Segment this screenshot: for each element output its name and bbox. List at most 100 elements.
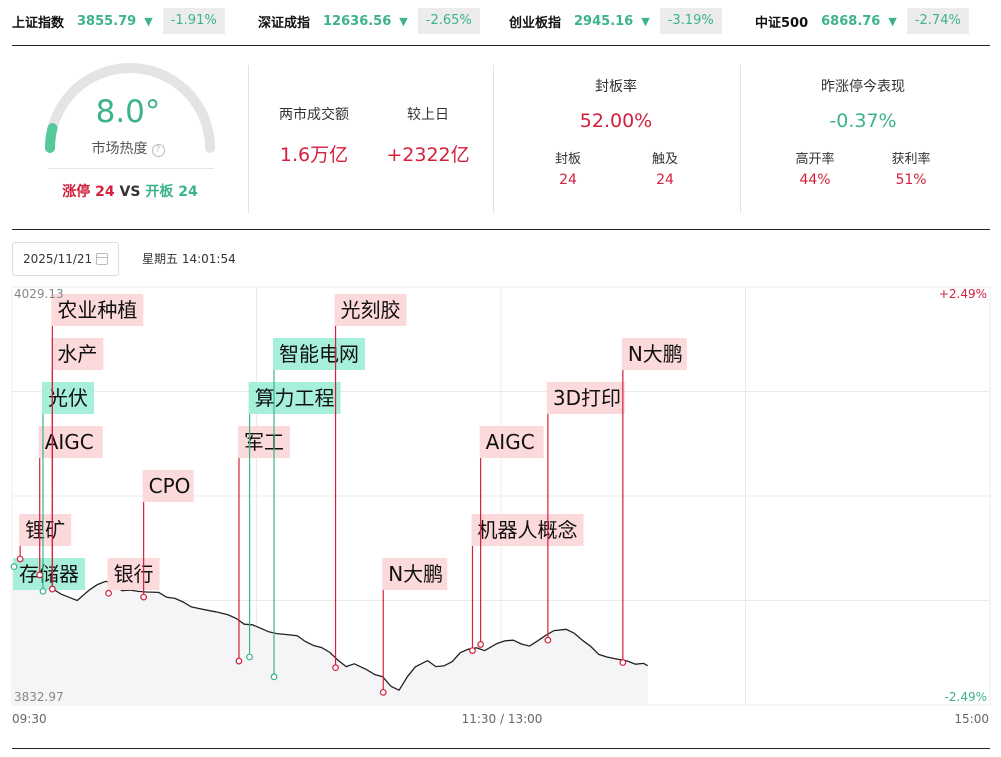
sector-tag-point: [619, 659, 627, 666]
sector-tag[interactable]: 算力工程: [246, 382, 341, 661]
sector-tag-point: [477, 641, 485, 648]
sector-tag-point: [105, 589, 112, 597]
sector-tag-box: [237, 426, 290, 458]
sector-tag[interactable]: CPO: [140, 470, 194, 601]
limit-summary: 涨停 24 VS 开板 24: [30, 181, 230, 201]
sector-tag-label: 军工: [244, 430, 284, 454]
date-picker[interactable]: 2025/11/21: [12, 242, 119, 276]
index-name: 深证成指: [258, 15, 311, 31]
sector-tag-label: AIGC: [486, 430, 535, 454]
gauge-divider: [48, 168, 214, 169]
sector-tag-box: [51, 294, 144, 326]
gauge-track: [45, 63, 215, 153]
sector-tag-box: [142, 470, 194, 502]
index-item-cyb[interactable]: 创业板指 2945.16 ▼ -3.19%: [509, 8, 722, 34]
sector-tag-label: N大鹏: [628, 342, 683, 366]
sector-tag-label: 存储器: [19, 562, 79, 586]
yesterday-label: 昨涨停今表现: [821, 79, 905, 95]
open-board-label: 开板: [145, 184, 174, 200]
sector-tag-box: [479, 426, 544, 458]
weekday-time: 星期五 14:01:54: [142, 252, 236, 266]
index-item-sz[interactable]: 深证成指 12636.56 ▼ -2.65%: [258, 8, 480, 34]
index-change: -1.91%: [162, 8, 225, 34]
heat-label-text: 市场热度: [91, 141, 148, 157]
sector-tag[interactable]: AIGC: [477, 426, 544, 648]
touched-label: 触及: [651, 152, 678, 167]
sector-tag-point: [246, 653, 253, 661]
panel-separator: [248, 65, 249, 213]
index-change: -3.19%: [659, 8, 722, 34]
index-value: 3855.79: [77, 13, 137, 29]
sector-tag-box: [13, 558, 86, 590]
seal-rate-label: 封板率: [595, 79, 637, 95]
panel-separator: [493, 65, 494, 213]
sector-tag-label: 农业种植: [57, 298, 137, 322]
date-value: 2025/11/21: [23, 252, 93, 266]
open-board-count: 24: [178, 184, 198, 200]
help-icon[interactable]: ?: [151, 144, 165, 157]
index-change: -2.65%: [417, 8, 480, 34]
index-item-zz500[interactable]: 中证500 6868.76 ▼ -2.74%: [755, 8, 969, 34]
sector-tag[interactable]: 光刻胶: [332, 294, 407, 672]
sector-tag[interactable]: 银行: [105, 558, 160, 597]
sector-tag[interactable]: 水产: [48, 338, 104, 593]
sector-tags: 存储器锂矿AIGC光伏水产农业种植银行CPO军工算力工程智能电网光刻胶N大鹏机器…: [10, 294, 687, 696]
calendar-icon: [96, 253, 108, 265]
sealed-value: 24: [559, 172, 577, 188]
sector-tag[interactable]: 3D打印: [544, 382, 625, 644]
index-name: 创业板指: [509, 15, 562, 31]
sector-tag-box: [107, 558, 160, 590]
divider: [12, 229, 990, 230]
sector-tag[interactable]: N大鹏: [379, 558, 448, 696]
index-item-sh[interactable]: 上证指数 3855.79 ▼ -1.91%: [12, 8, 225, 34]
sector-tag[interactable]: 锂矿: [16, 514, 72, 563]
divider: [12, 748, 990, 749]
open-high-label: 高开率: [795, 152, 835, 167]
intraday-chart[interactable]: 存储器锂矿AIGC光伏水产农业种植银行CPO军工算力工程智能电网光刻胶N大鹏机器…: [0, 285, 1001, 727]
y-max-label: 4029.13: [14, 287, 64, 301]
seal-rate-value: 52.00%: [579, 110, 653, 132]
sector-tag[interactable]: 机器人概念: [469, 514, 584, 654]
index-value: 6868.76: [821, 13, 881, 29]
sector-tag[interactable]: 军工: [235, 426, 290, 665]
index-name: 上证指数: [12, 15, 65, 31]
sector-tag-label: CPO: [149, 474, 191, 498]
sector-tag-label: 智能电网: [279, 342, 359, 366]
sector-tag-point: [332, 664, 339, 672]
index-name: 中证500: [755, 15, 809, 31]
sector-tag[interactable]: 农业种植: [48, 294, 144, 593]
sector-tag-point: [16, 555, 24, 563]
gauge-fill: [44, 123, 58, 153]
sector-tag-label: 光刻胶: [341, 298, 401, 322]
x-label-midday: 11:30 / 13:00: [462, 712, 543, 726]
sector-tag[interactable]: N大鹏: [619, 338, 687, 666]
sector-tag[interactable]: AIGC: [36, 426, 103, 579]
sector-tag[interactable]: 存储器: [10, 558, 86, 590]
sealed-label: 封板: [554, 152, 581, 167]
sector-tag-label: 3D打印: [553, 386, 621, 410]
turnover-label: 两市成交额: [279, 107, 349, 123]
sector-tag-point: [379, 688, 387, 696]
sector-tag-label: 光伏: [48, 386, 88, 410]
yesterday-value: -0.37%: [829, 110, 897, 132]
heat-label: 市场热度?: [58, 138, 198, 158]
sector-tag-box: [471, 514, 584, 546]
sector-tag-box: [51, 338, 104, 370]
heat-value: 8.0°: [95, 94, 161, 130]
sector-tag-box: [621, 338, 687, 370]
down-arrow-icon: ▼: [399, 14, 408, 28]
sector-tag[interactable]: 智能电网: [270, 338, 366, 681]
y-min-label: 3832.97: [14, 690, 64, 704]
sector-tag-box: [248, 382, 341, 414]
sector-tag-box: [273, 338, 366, 370]
sector-tag-point: [48, 585, 56, 593]
index-value: 2945.16: [574, 13, 634, 29]
sector-tag-label: 机器人概念: [477, 518, 577, 542]
down-arrow-icon: ▼: [144, 14, 153, 28]
sector-tag-point: [10, 563, 18, 571]
sector-tag[interactable]: 光伏: [39, 382, 94, 595]
pct-max-label: +2.49%: [939, 287, 987, 301]
index-value: 12636.56: [323, 13, 392, 29]
sector-tag-point: [235, 657, 243, 665]
x-label-open: 09:30: [12, 712, 47, 726]
